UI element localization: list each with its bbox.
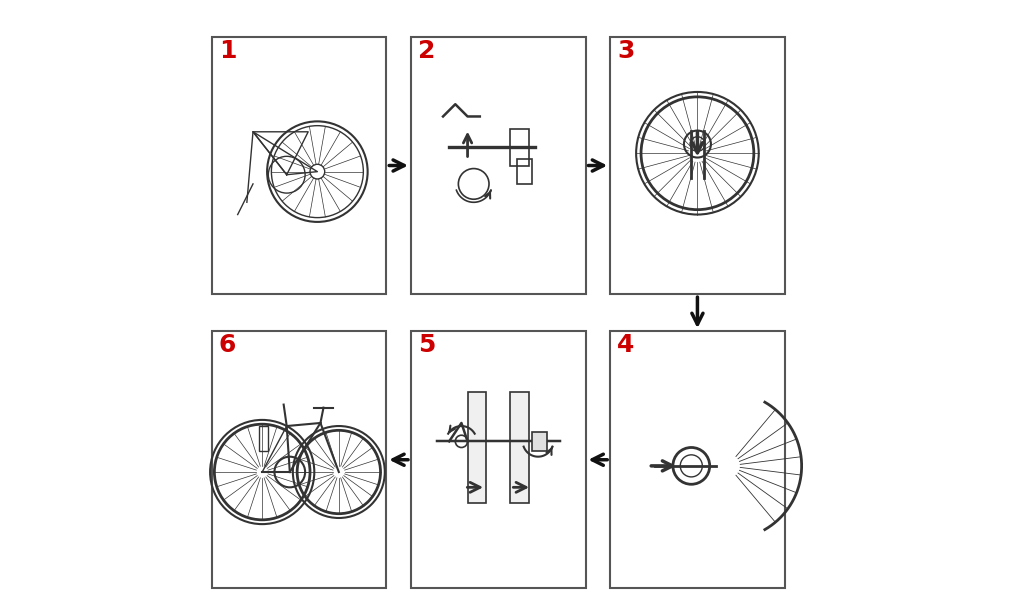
Bar bbox=[511, 129, 528, 166]
Text: 4: 4 bbox=[617, 333, 635, 357]
Text: 5: 5 bbox=[418, 333, 435, 357]
FancyBboxPatch shape bbox=[610, 331, 784, 588]
FancyBboxPatch shape bbox=[610, 37, 784, 294]
Text: 3: 3 bbox=[617, 39, 635, 63]
Bar bbox=[531, 432, 547, 451]
FancyBboxPatch shape bbox=[411, 331, 586, 588]
FancyBboxPatch shape bbox=[411, 37, 586, 294]
Text: 1: 1 bbox=[219, 39, 237, 63]
FancyBboxPatch shape bbox=[212, 331, 386, 588]
Text: 6: 6 bbox=[219, 333, 237, 357]
Bar bbox=[516, 159, 531, 184]
Bar bbox=[468, 392, 486, 503]
Text: 2: 2 bbox=[418, 39, 435, 63]
FancyBboxPatch shape bbox=[212, 37, 386, 294]
Bar bbox=[259, 426, 268, 451]
Bar bbox=[511, 392, 528, 503]
